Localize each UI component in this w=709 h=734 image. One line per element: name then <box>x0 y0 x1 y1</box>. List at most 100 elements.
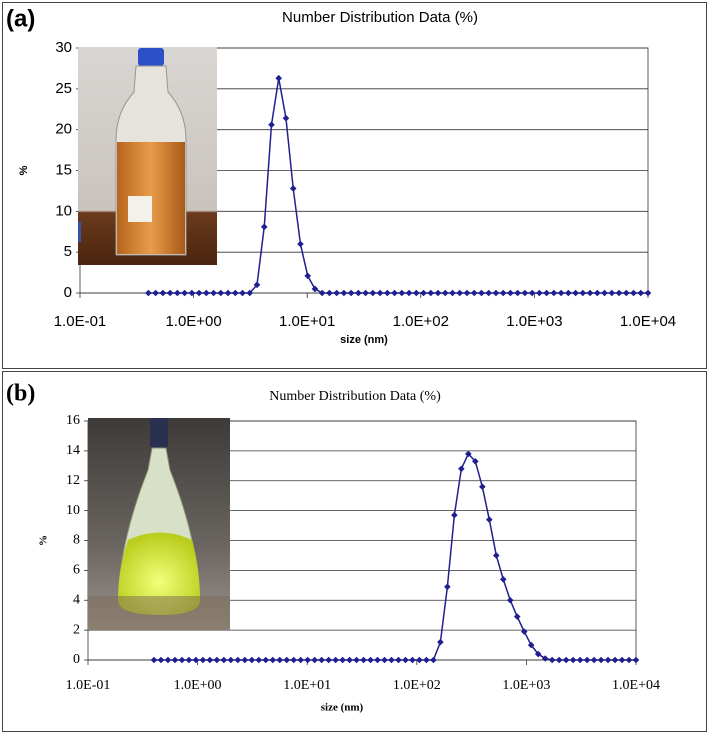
data-point <box>507 289 514 297</box>
data-point <box>181 289 188 297</box>
data-point <box>210 289 217 297</box>
data-point <box>409 656 416 664</box>
data-point <box>608 289 616 297</box>
data-point <box>174 289 181 297</box>
data-point <box>178 656 186 664</box>
data-point <box>625 656 633 664</box>
data-point <box>492 552 500 559</box>
data-point <box>217 289 225 297</box>
data-point <box>353 656 360 664</box>
data-point <box>224 289 232 297</box>
data-point <box>268 121 275 129</box>
data-point <box>318 289 326 297</box>
data-point <box>506 596 514 604</box>
data-point <box>437 638 444 646</box>
data-point <box>282 114 290 122</box>
data-point <box>590 656 598 664</box>
data-point <box>398 289 406 297</box>
data-point <box>597 656 605 664</box>
data-point <box>166 289 174 297</box>
x-tick-label: 1.0E+03 <box>502 678 550 693</box>
y-axis-label: % <box>38 535 50 546</box>
data-point <box>449 289 456 297</box>
x-tick-label: 1.0E+02 <box>393 678 441 693</box>
y-tick-label: 8 <box>73 533 80 548</box>
data-point <box>611 656 619 664</box>
data-point <box>376 289 384 297</box>
data-point <box>572 289 579 297</box>
data-point <box>188 289 196 297</box>
y-tick-label: 10 <box>55 202 72 219</box>
series-line <box>148 78 648 294</box>
data-point <box>346 656 353 664</box>
data-point <box>318 656 325 664</box>
data-point <box>297 656 304 664</box>
data-point <box>465 450 472 458</box>
inset-photo <box>78 47 217 265</box>
chart-title: Number Distribution Data (%) <box>269 389 441 404</box>
data-point <box>463 289 471 297</box>
data-point <box>246 289 254 297</box>
data-point <box>423 656 430 664</box>
y-tick-label: 30 <box>55 39 72 56</box>
x-tick-label: 1.0E+00 <box>165 313 221 330</box>
panel-frame <box>2 2 707 369</box>
data-point <box>644 289 652 297</box>
data-point <box>369 289 377 297</box>
y-tick-label: 0 <box>64 284 72 301</box>
data-point <box>441 289 449 297</box>
data-point <box>412 289 420 297</box>
data-point <box>528 289 536 297</box>
data-point <box>290 656 298 664</box>
data-point <box>472 458 479 465</box>
data-point <box>362 289 369 297</box>
series-line <box>153 452 636 661</box>
data-point <box>499 289 507 297</box>
data-point <box>381 656 388 664</box>
data-point <box>550 289 558 297</box>
data-point <box>622 289 630 297</box>
data-point <box>304 656 311 664</box>
data-point <box>195 289 203 297</box>
data-point <box>555 656 563 664</box>
data-point <box>339 656 346 664</box>
data-point <box>637 289 645 297</box>
y-tick-label: 15 <box>55 161 72 178</box>
data-point <box>514 289 521 297</box>
data-point <box>520 628 528 635</box>
data-point <box>304 272 311 280</box>
data-point <box>164 656 172 664</box>
chart-a: (a) Number Distribution Data (%) size (nm)… <box>6 5 676 346</box>
data-point <box>557 289 565 297</box>
panel-label: (b) <box>6 381 35 407</box>
x-axis-label: size (nm) <box>321 702 364 714</box>
data-point <box>534 650 542 658</box>
data-point <box>227 656 235 664</box>
data-point <box>458 465 465 473</box>
y-tick-label: 10 <box>66 503 80 518</box>
data-point <box>434 289 442 297</box>
data-point <box>152 289 159 297</box>
data-point <box>536 289 543 297</box>
data-point <box>388 656 395 664</box>
data-point <box>513 613 521 620</box>
data-point <box>416 656 423 664</box>
data-point <box>289 185 297 192</box>
data-point <box>618 656 626 664</box>
data-point <box>241 656 249 664</box>
data-point <box>276 656 284 664</box>
x-tick-label: 1.0E+04 <box>612 678 660 693</box>
data-point <box>470 289 478 297</box>
data-point <box>248 656 256 664</box>
data-point <box>405 289 413 297</box>
data-point <box>255 656 263 664</box>
data-point <box>283 656 291 664</box>
data-point <box>333 289 340 297</box>
y-tick-label: 6 <box>73 563 80 578</box>
data-point <box>326 289 333 297</box>
data-point <box>402 656 409 664</box>
y-tick-label: 2 <box>73 622 80 637</box>
data-point <box>541 655 549 662</box>
data-point <box>579 289 587 297</box>
